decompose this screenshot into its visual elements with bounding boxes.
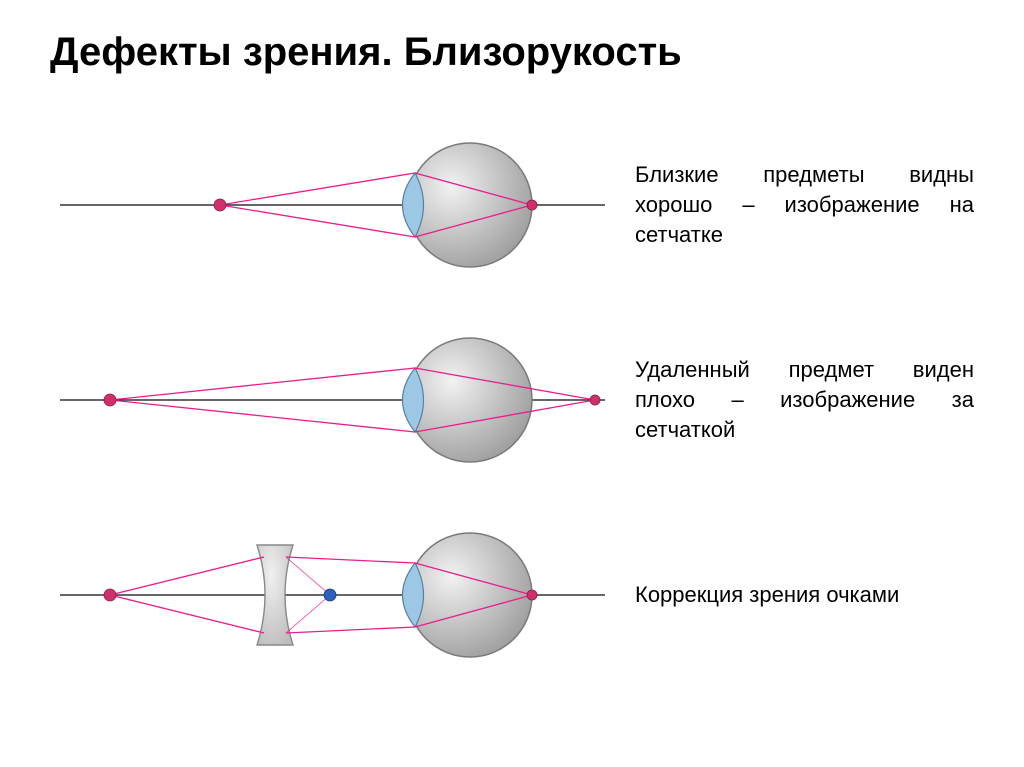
row-near-object: Близкие предметы видны хорошо – изображе…	[50, 125, 974, 285]
diagram-correction	[50, 515, 610, 675]
page-title: Дефекты зрения. Близорукость	[50, 30, 974, 75]
row-far-object: Удаленный предмет виден плохо – изображе…	[50, 320, 974, 480]
diagram-near	[50, 125, 610, 285]
caption-correction: Коррекция зрения очками	[610, 580, 974, 610]
diagram-far	[50, 320, 610, 480]
caption-near: Близкие предметы видны хорошо – изображе…	[610, 160, 974, 249]
row-correction: Коррекция зрения очками	[50, 515, 974, 675]
caption-far: Удаленный предмет виден плохо – изображе…	[610, 355, 974, 444]
